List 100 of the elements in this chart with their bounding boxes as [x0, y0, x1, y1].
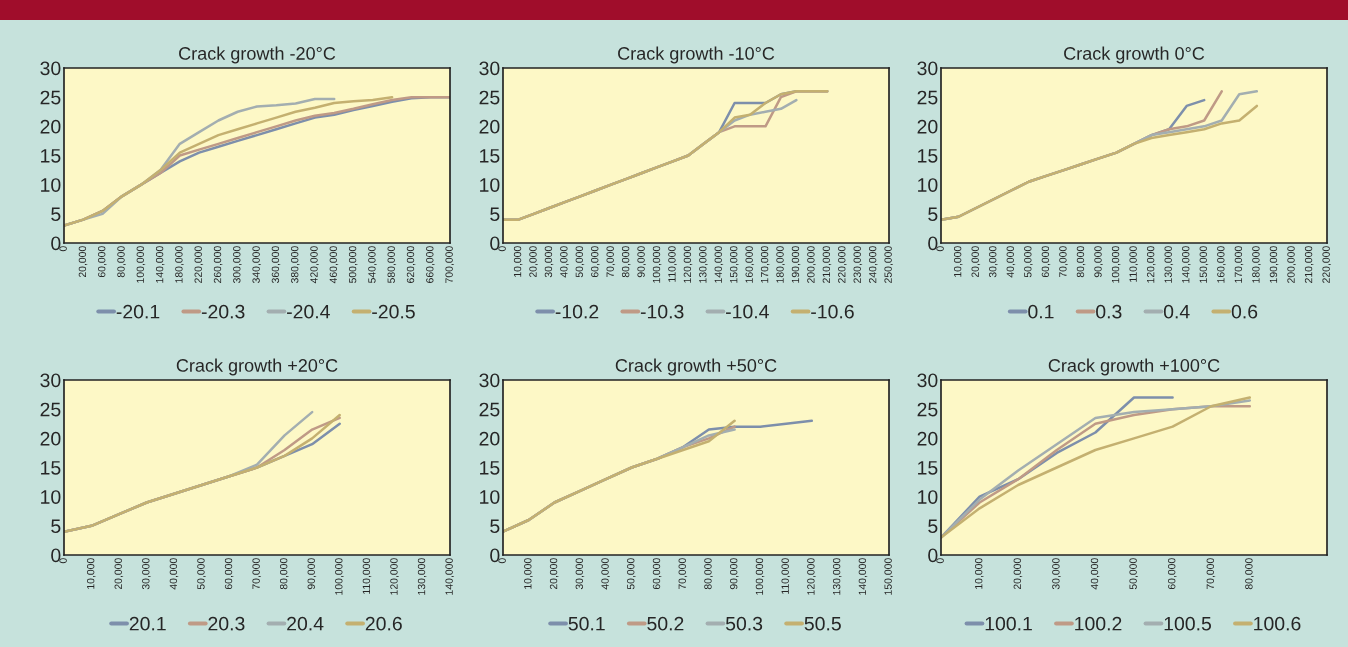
x-tick-label: 100,000	[335, 558, 344, 595]
legend-label: -10.3	[640, 304, 684, 319]
x-tick-label: 360,000	[271, 246, 281, 284]
x-tick-label: 140,000	[714, 246, 724, 283]
legend-label: 100.1	[985, 616, 1032, 631]
y-tick-label: 10	[918, 178, 938, 192]
x-tick-label: 260,000	[213, 246, 223, 283]
legend-label: 0.6	[1231, 304, 1258, 319]
x-tick-label: 0	[936, 558, 944, 564]
y-tick-label: 5	[51, 519, 61, 534]
x-tick-label: 30,000	[142, 558, 151, 590]
x-tick-label: 30,000	[1052, 558, 1061, 590]
legend-label: -20.4	[287, 304, 330, 319]
x-tick-label: 140,000	[1182, 246, 1191, 283]
x-tick-label: 10,000	[524, 558, 533, 589]
y-tick-label: 20	[479, 431, 500, 446]
x-tick-label: 580,000	[387, 246, 397, 284]
x-tick-label: 110,000	[668, 246, 677, 282]
y-tick-label: 10	[480, 178, 500, 192]
x-tick-label: 10,000	[953, 246, 963, 277]
x-tick-label: 140,000	[858, 558, 868, 595]
chart-title: Crack growth 0°C	[1064, 46, 1205, 64]
y-tick-label: 25	[40, 402, 61, 417]
x-tick-label: 70,000	[1059, 246, 1068, 278]
x-tick-label: 120,000	[683, 246, 693, 283]
y-tick-label: 15	[41, 149, 61, 163]
x-tick-label: 100,000	[1111, 246, 1121, 283]
x-tick-label: 80,000	[279, 558, 289, 590]
legend-label: 0.4	[1163, 304, 1190, 319]
x-tick-label: 250,000	[884, 246, 894, 283]
x-tick-label: 20,000	[529, 246, 538, 278]
x-tick-label: 80,000	[1245, 558, 1254, 590]
x-tick-label: 80,000	[1076, 246, 1086, 278]
legend-label: -20.1	[116, 304, 160, 319]
legend-label: 100.6	[1254, 616, 1301, 631]
y-tick-label: 15	[480, 461, 500, 475]
y-tick-label: 30	[40, 61, 61, 76]
x-tick-label: 120,000	[390, 558, 399, 595]
x-tick-label: 30,000	[544, 246, 554, 278]
legend-label: 100.2	[1075, 616, 1122, 631]
x-tick-label: 60,000	[1168, 558, 1177, 590]
x-tick-label: 0	[498, 246, 506, 252]
legend-label: 100.5	[1164, 616, 1212, 631]
x-tick-label: 130,000	[1164, 246, 1174, 283]
x-tick-label: 300,000	[233, 246, 242, 284]
x-tick-label: 180,000	[175, 246, 184, 283]
legend-label: 20.6	[365, 616, 402, 631]
x-tick-label: 540,000	[368, 246, 377, 284]
legend-label: 20.4	[287, 616, 324, 631]
x-tick-label: 220,000	[1322, 246, 1332, 283]
x-tick-label: 340,000	[252, 246, 262, 284]
x-tick-label: 20,000	[114, 558, 124, 590]
x-tick-label: 40,000	[1090, 558, 1100, 590]
x-tick-label: 160,000	[1217, 246, 1226, 283]
x-tick-label: 90,000	[637, 246, 646, 278]
y-tick-label: 15	[918, 149, 938, 163]
legend-label: -10.2	[555, 304, 599, 319]
legend-label: 0.1	[1028, 304, 1054, 319]
x-tick-label: 80,000	[704, 558, 713, 590]
x-tick-label: 180,000	[776, 246, 785, 283]
y-tick-label: 20	[40, 431, 61, 446]
x-tick-label: 70,000	[1206, 558, 1216, 590]
x-tick-label: 50,000	[575, 246, 585, 278]
y-tick-label: 25	[917, 402, 938, 417]
x-tick-label: 180,000	[1252, 246, 1261, 283]
legend-label: -20.5	[372, 304, 415, 319]
x-tick-label: 20,000	[1013, 558, 1023, 590]
x-tick-label: 40,000	[560, 246, 569, 278]
x-tick-label: 200,000	[1287, 246, 1296, 283]
x-tick-label: 50,000	[1129, 558, 1139, 590]
x-tick-label: 220,000	[194, 246, 204, 283]
x-tick-label: 70,000	[252, 558, 262, 590]
x-tick-label: 160,000	[745, 246, 755, 283]
x-tick-label: 500,000	[348, 246, 358, 284]
x-tick-label: 0	[936, 246, 944, 252]
x-tick-label: 30,000	[575, 558, 585, 590]
x-tick-label: 30,000	[989, 246, 998, 278]
x-tick-label: 110,000	[362, 558, 372, 594]
x-tick-label: 210,000	[822, 246, 832, 283]
x-tick-label: 150,000	[730, 246, 739, 283]
y-tick-label: 10	[41, 490, 61, 504]
x-tick-label: 460,000	[329, 246, 339, 284]
x-tick-label: 380,000	[291, 246, 300, 284]
x-tick-label: 60,000	[98, 246, 107, 278]
x-tick-label: 190,000	[791, 246, 801, 283]
x-tick-label: 40,000	[169, 558, 179, 590]
x-tick-label: 200,000	[807, 246, 816, 283]
y-tick-label: 5	[51, 207, 61, 222]
y-tick-label: 25	[917, 90, 938, 105]
legend-label: 0.3	[1096, 304, 1122, 319]
x-tick-label: 50,000	[1024, 246, 1033, 278]
legend-label: 20.1	[129, 616, 166, 631]
x-tick-label: 210,000	[1304, 246, 1314, 283]
x-tick-label: 620,000	[406, 246, 416, 283]
x-tick-label: 170,000	[760, 246, 770, 283]
x-tick-label: 140,000	[445, 558, 455, 595]
y-tick-label: 20	[917, 431, 938, 446]
chart-title: Crack growth -10°C	[618, 46, 775, 64]
x-tick-label: 120,000	[1146, 246, 1156, 283]
y-tick-label: 15	[918, 461, 938, 475]
